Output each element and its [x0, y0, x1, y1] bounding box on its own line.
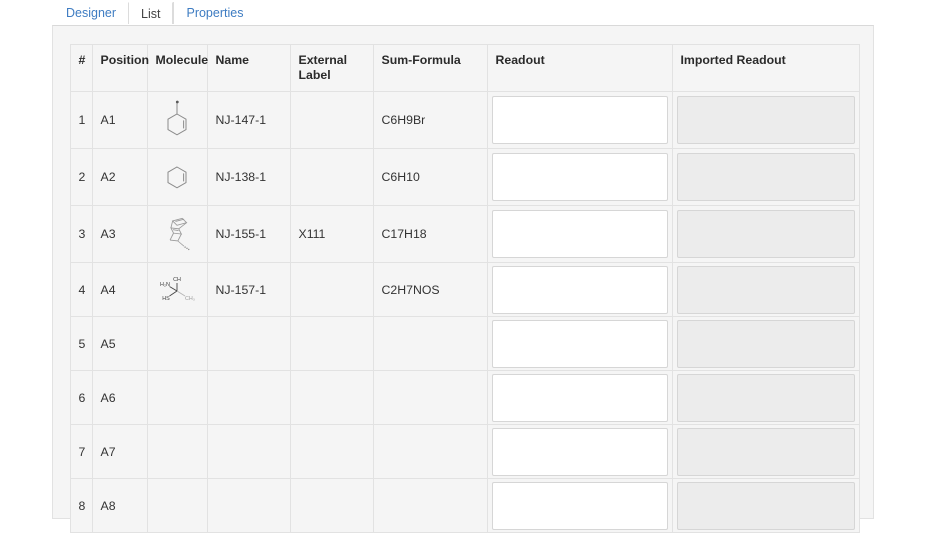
- svg-text:CH: CH: [173, 277, 181, 283]
- svg-text:H₂N: H₂N: [160, 282, 170, 288]
- svg-text:HS: HS: [162, 296, 170, 302]
- svg-text:CH₃: CH₃: [185, 296, 195, 302]
